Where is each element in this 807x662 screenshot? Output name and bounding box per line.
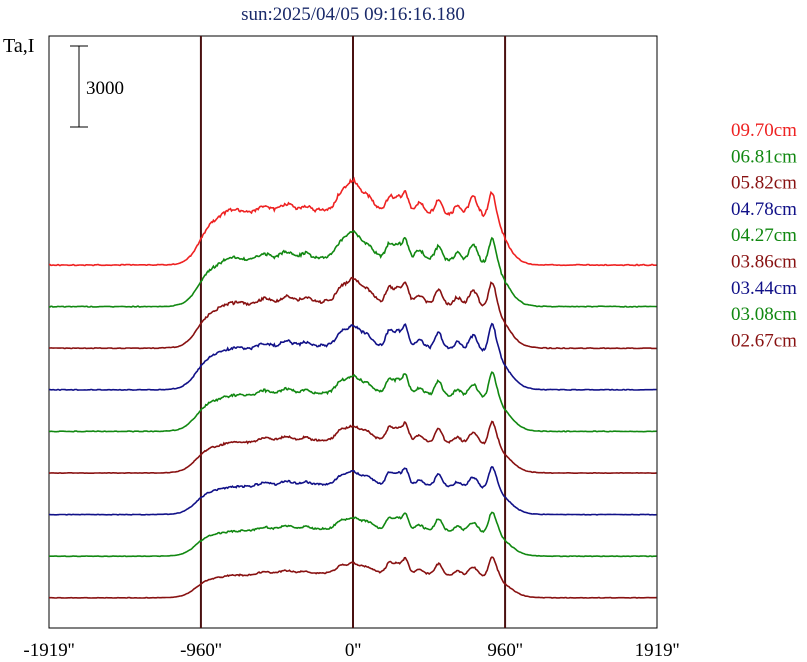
legend-entry: 06.81cm bbox=[731, 146, 797, 167]
scale-bar: 3000 bbox=[70, 45, 124, 128]
series-line-04.78cm bbox=[49, 322, 657, 391]
legend-entry: 03.08cm bbox=[731, 304, 797, 325]
series-line-05.82cm bbox=[49, 276, 657, 350]
legend-entry: 04.27cm bbox=[731, 225, 797, 246]
legend-entry: 09.70cm bbox=[731, 120, 797, 141]
legend-entry: 05.82cm bbox=[731, 173, 797, 194]
series-line-03.44cm bbox=[49, 465, 657, 516]
x-tick-label: 0'' bbox=[345, 640, 361, 661]
series-line-06.81cm bbox=[49, 230, 657, 308]
scale-bar-label: 3000 bbox=[86, 78, 124, 99]
series-line-09.70cm bbox=[49, 176, 657, 267]
legend-entry: 03.86cm bbox=[731, 252, 797, 273]
legend-entry: 03.44cm bbox=[731, 278, 797, 299]
chart-title: sun:2025/04/05 09:16:16.180 bbox=[241, 4, 465, 25]
x-tick-label: -960'' bbox=[180, 640, 222, 661]
series-line-03.86cm bbox=[49, 420, 657, 474]
series-line-02.67cm bbox=[49, 556, 657, 599]
x-tick-label: 960'' bbox=[487, 640, 522, 661]
series-layer bbox=[49, 176, 657, 599]
legend-entry: 04.78cm bbox=[731, 199, 797, 220]
series-line-04.27cm bbox=[49, 371, 657, 433]
x-tick-label: -1919'' bbox=[23, 640, 74, 661]
legend-entry: 02.67cm bbox=[731, 330, 797, 351]
series-line-03.08cm bbox=[49, 511, 657, 558]
legend: 09.70cm 06.81cm 05.82cm 04.78cm 04.27cm 03.86… bbox=[731, 120, 797, 351]
limb-markers bbox=[199, 36, 507, 628]
x-tick-label: 1919'' bbox=[635, 640, 680, 661]
x-axis-ticks: -1919'' -960'' 0'' 960'' 1919'' bbox=[23, 640, 679, 661]
y-axis-label: Ta,I bbox=[3, 35, 34, 57]
